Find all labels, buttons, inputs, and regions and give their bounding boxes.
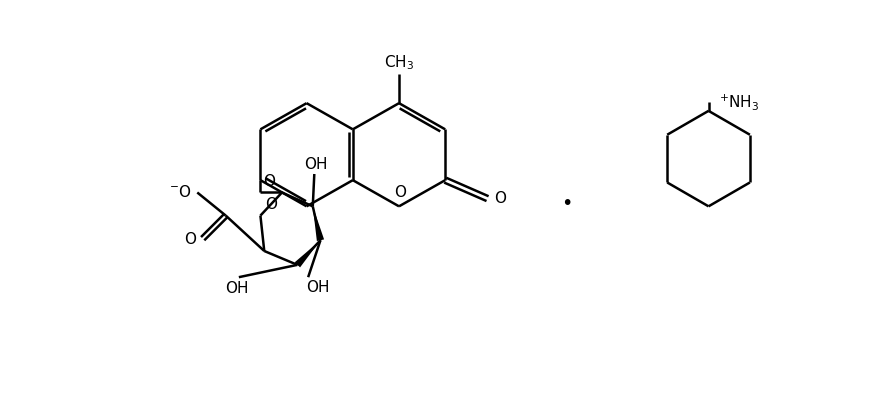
Text: O: O [394,184,406,199]
Polygon shape [294,241,320,268]
Text: •: • [561,194,572,213]
Text: OH: OH [304,157,327,171]
Polygon shape [312,207,324,241]
Text: OH: OH [305,279,329,294]
Text: O: O [265,196,277,211]
Text: CH$_3$: CH$_3$ [384,53,414,72]
Text: $^{-}$O: $^{-}$O [169,183,191,199]
Text: O: O [184,232,197,247]
Text: O: O [263,173,275,188]
Text: O: O [493,190,505,205]
Text: $^{+}$NH$_3$: $^{+}$NH$_3$ [719,92,758,111]
Text: OH: OH [225,281,249,296]
